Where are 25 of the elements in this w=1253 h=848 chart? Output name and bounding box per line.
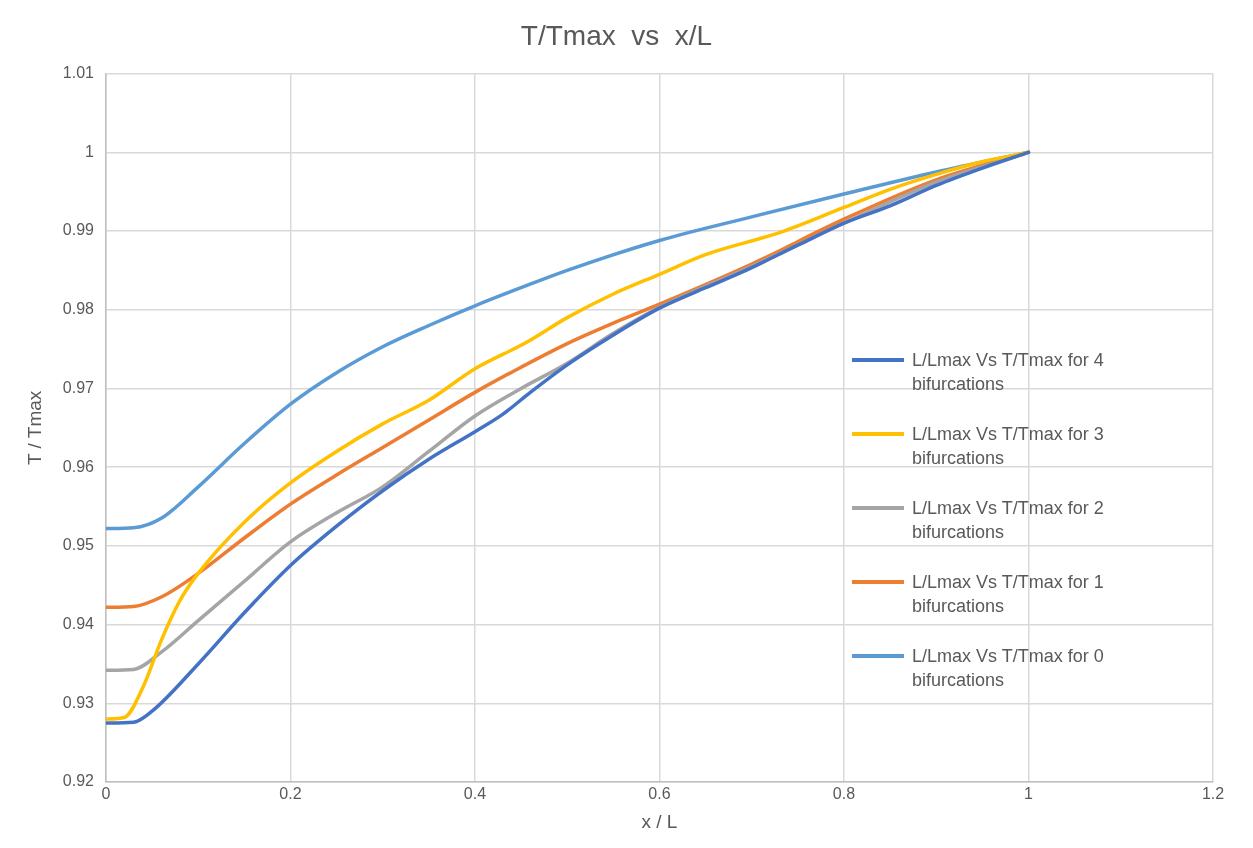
chart-title: T/Tmax vs x/L [520, 19, 713, 51]
legend-label: L/Lmax Vs T/Tmax for 4 bifurcations [912, 349, 1105, 396]
y-tick-label: 0.92 [62, 772, 95, 790]
x-tick-label: 1 [1024, 785, 1034, 803]
legend-label: L/Lmax Vs T/Tmax for 2 bifurcations [912, 497, 1105, 544]
y-tick-label: 1 [85, 142, 95, 160]
x-tick-label: 0 [101, 785, 111, 803]
x-tick-label: 1.2 [1201, 785, 1225, 803]
x-tick-label: 0.6 [648, 785, 671, 803]
y-tick-label: 0.93 [62, 693, 95, 711]
x-tick-label: 0.8 [832, 785, 856, 803]
y-tick-label: 0.94 [62, 614, 95, 632]
legend-label: L/Lmax Vs T/Tmax for 3 bifurcations [912, 423, 1105, 470]
y-axis-title: T / Tmax [23, 390, 45, 465]
x-tick-label: 0.4 [463, 785, 487, 803]
y-tick-label: 1.01 [62, 64, 95, 82]
x-axis-title: x / L [641, 810, 678, 832]
legend-label: L/Lmax Vs T/Tmax for 0 bifurcations [912, 645, 1105, 692]
x-tick-label: 0.2 [279, 785, 302, 803]
y-tick-label: 0.98 [62, 300, 95, 318]
legend-label: L/Lmax Vs T/Tmax for 1 bifurcations [912, 571, 1105, 618]
y-tick-label: 0.96 [62, 457, 95, 475]
y-tick-label: 0.97 [62, 378, 95, 396]
y-tick-label: 0.99 [62, 221, 95, 239]
y-tick-label: 0.95 [62, 536, 95, 554]
